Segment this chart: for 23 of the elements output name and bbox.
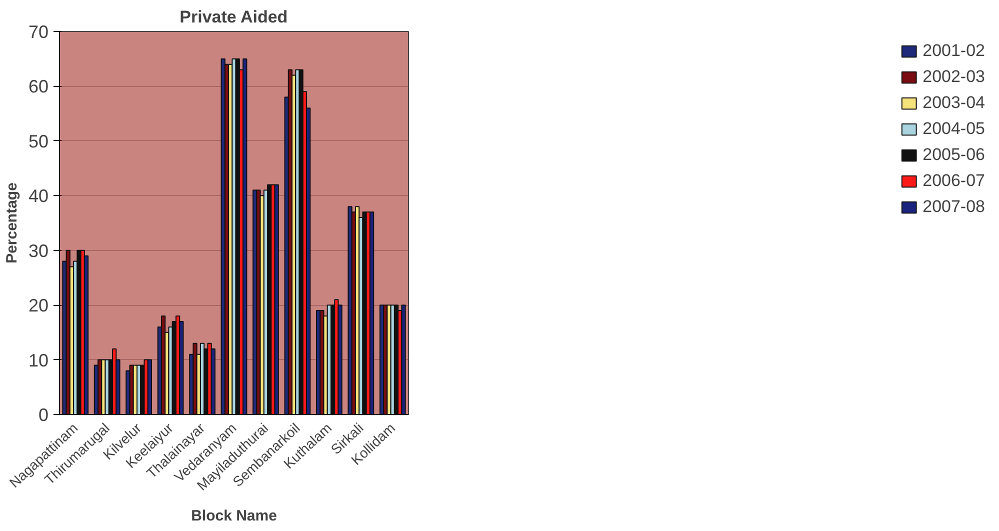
bar (147, 359, 152, 414)
bar (274, 184, 279, 414)
legend-label: 2003-04 (922, 93, 985, 113)
y-tick-label: 50 (28, 131, 49, 152)
legend-label: 2006-07 (922, 171, 985, 191)
x-axis-title: Block Name (191, 507, 277, 524)
y-axis-title: Percentage (3, 182, 20, 264)
legend-label: 2007-08 (922, 197, 985, 217)
y-tick-label: 40 (28, 186, 49, 206)
bar (242, 58, 248, 414)
y-tick-label: 70 (28, 22, 49, 42)
y-tick-label: 0 (38, 405, 49, 425)
y-tick-label: 30 (28, 240, 49, 261)
y-tick-label: 10 (28, 350, 49, 370)
legend-label: 2004-05 (922, 119, 985, 139)
y-tick-label: 60 (28, 76, 49, 97)
bar (401, 304, 406, 414)
bar (369, 212, 374, 414)
legend-label: 2005-06 (922, 145, 985, 165)
legend-label: 2002-03 (922, 67, 985, 87)
chart-title: Private Aided (180, 8, 288, 26)
legend-label: 2001-02 (922, 41, 985, 61)
y-tick-label: 20 (28, 296, 49, 316)
